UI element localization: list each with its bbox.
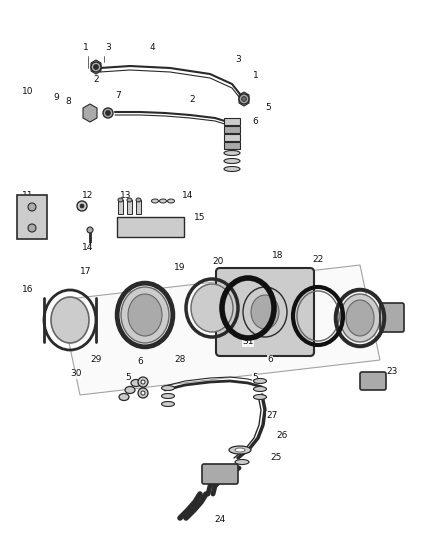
Ellipse shape — [162, 385, 174, 391]
Ellipse shape — [224, 166, 240, 172]
Ellipse shape — [167, 199, 174, 203]
Ellipse shape — [162, 401, 174, 407]
FancyBboxPatch shape — [360, 372, 386, 390]
Text: 22: 22 — [312, 255, 324, 264]
Text: 6: 6 — [252, 117, 258, 126]
FancyBboxPatch shape — [202, 464, 238, 484]
Bar — [224, 126, 240, 133]
Ellipse shape — [340, 294, 380, 342]
Ellipse shape — [254, 386, 266, 392]
Circle shape — [241, 96, 247, 101]
Ellipse shape — [346, 300, 374, 336]
Polygon shape — [91, 60, 101, 74]
Text: 9: 9 — [53, 93, 59, 102]
Circle shape — [87, 227, 93, 233]
Circle shape — [28, 203, 36, 211]
Ellipse shape — [159, 199, 166, 203]
Text: 20: 20 — [212, 257, 224, 266]
Text: 24: 24 — [214, 515, 226, 524]
Ellipse shape — [152, 199, 159, 203]
FancyBboxPatch shape — [17, 195, 47, 239]
Ellipse shape — [127, 198, 132, 202]
Bar — [224, 134, 240, 141]
Text: 12: 12 — [82, 191, 94, 200]
Text: 18: 18 — [272, 251, 284, 260]
Ellipse shape — [254, 394, 266, 400]
FancyBboxPatch shape — [117, 217, 184, 237]
Circle shape — [80, 204, 84, 208]
Text: 1: 1 — [253, 70, 259, 79]
Ellipse shape — [224, 158, 240, 164]
Bar — [224, 118, 240, 125]
Circle shape — [106, 110, 110, 116]
Ellipse shape — [131, 379, 141, 386]
Text: 5: 5 — [125, 374, 131, 383]
Circle shape — [141, 380, 145, 384]
Text: 2: 2 — [189, 95, 195, 104]
Circle shape — [93, 64, 99, 69]
Circle shape — [91, 62, 101, 72]
Polygon shape — [83, 104, 97, 122]
Ellipse shape — [254, 378, 266, 384]
Circle shape — [103, 108, 113, 118]
Circle shape — [28, 224, 36, 232]
Text: 28: 28 — [174, 356, 186, 365]
Polygon shape — [239, 92, 249, 106]
Text: 10: 10 — [22, 87, 34, 96]
Text: 3: 3 — [105, 44, 111, 52]
Text: 1: 1 — [83, 44, 89, 52]
Ellipse shape — [191, 284, 233, 332]
Bar — [118, 200, 123, 214]
Bar — [136, 200, 141, 214]
Circle shape — [138, 388, 148, 398]
Text: 19: 19 — [174, 263, 186, 272]
Ellipse shape — [51, 297, 89, 343]
Ellipse shape — [136, 198, 141, 202]
FancyBboxPatch shape — [216, 268, 314, 356]
Ellipse shape — [128, 294, 162, 336]
Text: 16: 16 — [22, 286, 34, 295]
Ellipse shape — [251, 295, 279, 329]
Text: 31: 31 — [242, 337, 254, 346]
Text: 14: 14 — [182, 191, 194, 200]
Text: 17: 17 — [80, 268, 92, 277]
Text: 6: 6 — [137, 358, 143, 367]
Ellipse shape — [235, 459, 249, 464]
Circle shape — [77, 201, 87, 211]
Bar — [127, 200, 132, 214]
Ellipse shape — [119, 393, 129, 400]
Text: 15: 15 — [194, 214, 206, 222]
Ellipse shape — [162, 393, 174, 399]
Ellipse shape — [118, 198, 123, 202]
Text: 3: 3 — [235, 55, 241, 64]
Text: 23: 23 — [386, 367, 398, 376]
Text: 7: 7 — [115, 92, 121, 101]
Text: 26: 26 — [276, 432, 288, 440]
Text: 25: 25 — [270, 454, 282, 463]
Text: 14: 14 — [82, 244, 94, 253]
Text: 11: 11 — [22, 190, 34, 199]
Text: 2: 2 — [93, 76, 99, 85]
Ellipse shape — [229, 446, 251, 454]
Circle shape — [141, 391, 145, 395]
Text: 5: 5 — [265, 103, 271, 112]
Text: 29: 29 — [90, 356, 102, 365]
FancyBboxPatch shape — [380, 303, 404, 332]
Text: 30: 30 — [70, 369, 82, 378]
Circle shape — [239, 94, 249, 104]
Circle shape — [138, 377, 148, 387]
Polygon shape — [60, 265, 380, 395]
Text: 8: 8 — [65, 98, 71, 107]
Text: 27: 27 — [266, 411, 278, 421]
Text: 6: 6 — [267, 356, 273, 365]
Text: 13: 13 — [120, 191, 132, 200]
Ellipse shape — [224, 150, 240, 156]
Text: 5: 5 — [252, 374, 258, 383]
Text: 4: 4 — [149, 44, 155, 52]
Ellipse shape — [121, 287, 169, 343]
Bar — [224, 142, 240, 149]
Ellipse shape — [125, 386, 135, 393]
Ellipse shape — [235, 448, 245, 452]
